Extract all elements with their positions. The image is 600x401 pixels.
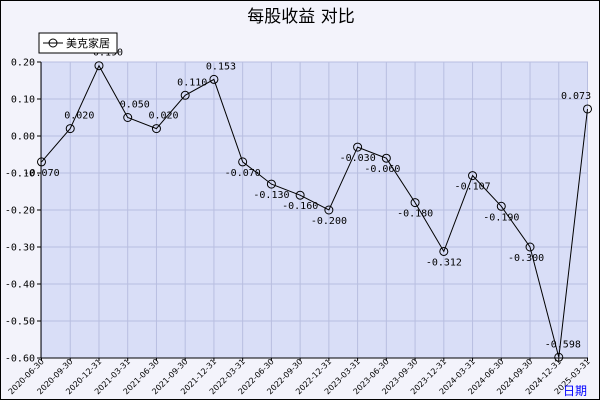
y-tick-label: -0.30 — [5, 243, 35, 254]
data-point-marker — [238, 157, 248, 167]
data-label: 0.073 — [561, 91, 591, 102]
data-label: -0.130 — [253, 190, 289, 201]
data-label: -0.312 — [426, 257, 462, 268]
data-label: 0.050 — [120, 100, 150, 111]
data-label: -0.160 — [282, 201, 318, 212]
chart-title: 每股收益 对比 — [247, 7, 354, 27]
data-label: 0.110 — [177, 77, 207, 88]
y-tick-label: 0.20 — [11, 58, 35, 69]
y-tick-label: -0.50 — [5, 317, 35, 328]
data-point-marker — [439, 246, 449, 256]
y-tick-label: -0.20 — [5, 206, 35, 217]
data-label: -0.070 — [24, 168, 60, 179]
data-point-marker — [151, 124, 161, 134]
data-label: -0.200 — [311, 216, 347, 227]
x-axis-title: 日期 — [563, 384, 587, 398]
legend: 美克家居 — [38, 32, 118, 54]
data-label: -0.180 — [397, 209, 433, 220]
data-point-marker — [583, 104, 592, 114]
data-label: 0.020 — [148, 111, 178, 122]
data-point-marker — [496, 201, 506, 211]
data-point-marker — [554, 352, 564, 362]
data-label: -0.070 — [225, 168, 261, 179]
data-point-marker — [65, 124, 75, 134]
data-point-marker — [209, 74, 219, 84]
y-tick-label: 0.10 — [11, 95, 35, 106]
series-line — [37, 61, 592, 362]
y-tick-label: 0.00 — [11, 132, 35, 143]
data-label: 0.153 — [206, 61, 236, 72]
data-point-marker — [180, 90, 190, 100]
data-label: -0.300 — [508, 253, 544, 264]
legend-entry-label: 美克家居 — [66, 36, 110, 50]
data-label: -0.030 — [340, 153, 376, 164]
data-label: -0.107 — [455, 182, 491, 193]
legend-marker-icon — [48, 38, 58, 48]
data-point-marker — [94, 61, 104, 71]
data-point-marker — [410, 198, 420, 208]
data-point-marker — [123, 113, 133, 122]
data-point-marker — [37, 157, 46, 167]
data-point-marker — [353, 142, 363, 152]
data-label: -0.060 — [364, 164, 400, 175]
data-point-marker — [468, 171, 478, 181]
data-label: -0.190 — [483, 212, 519, 223]
data-point-marker — [324, 205, 334, 215]
data-point-marker — [525, 242, 535, 252]
y-tick-label: -0.10 — [5, 169, 35, 180]
data-point-marker — [381, 153, 391, 163]
data-point-marker — [266, 179, 276, 189]
data-point-marker — [295, 190, 305, 200]
y-tick-label: -0.40 — [5, 280, 35, 291]
legend-box — [38, 32, 118, 54]
y-tick-label: -0.60 — [5, 354, 35, 365]
data-label: -0.598 — [545, 339, 581, 350]
data-label: 0.020 — [64, 111, 94, 122]
series-polyline — [41, 64, 588, 358]
